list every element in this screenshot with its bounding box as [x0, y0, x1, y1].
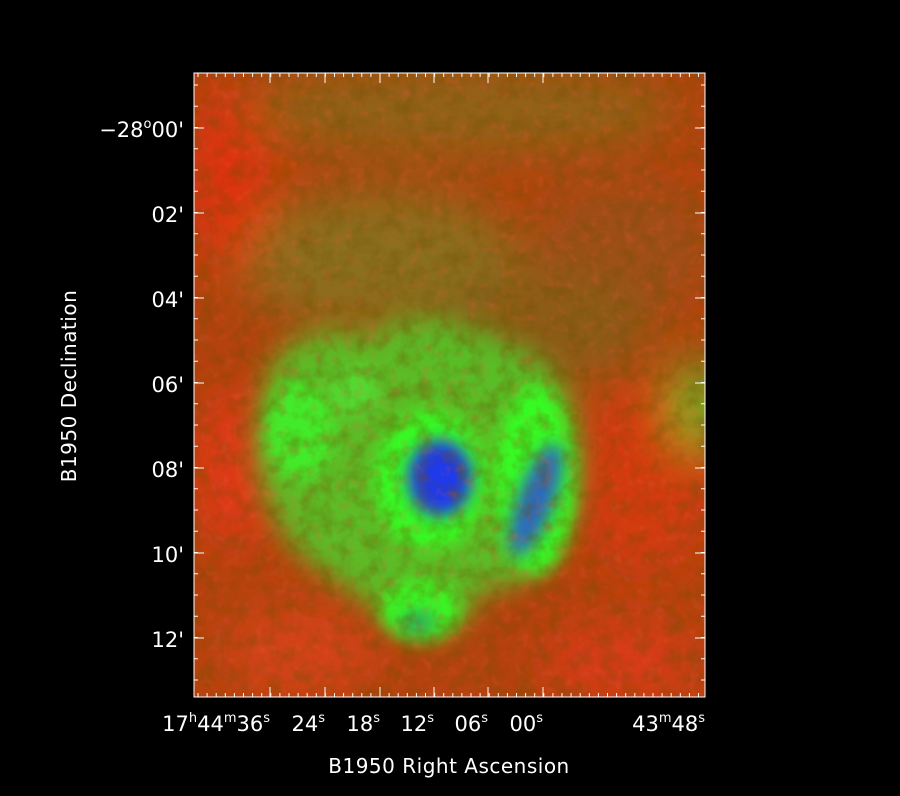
x-axis-title: B1950 Right Ascension: [328, 754, 569, 778]
ra-tick-12s: 12s: [400, 711, 434, 736]
dec-tick-04m: 04': [152, 288, 185, 312]
dec-tick-minus28d00m: −28o00': [99, 117, 184, 142]
dec-tick-06m: 06': [152, 373, 185, 397]
dec-tick-08m: 08': [152, 458, 185, 482]
dec-tick-02m: 02': [152, 203, 185, 227]
y-axis-title: B1950 Declination: [57, 290, 81, 483]
ra-tick-17h44m36s: 17h44m36s: [162, 711, 270, 736]
ra-tick-06s: 06s: [454, 711, 488, 736]
plot-frame: [193, 72, 706, 698]
emission-map: [194, 73, 705, 697]
frame-ticks: [194, 73, 706, 697]
ra-tick-24s: 24s: [291, 711, 325, 736]
ra-tick-18s: 18s: [346, 711, 380, 736]
dec-tick-12m: 12': [152, 628, 185, 652]
ra-tick-labels: 17h44m36s 24s 18s 12s 06s 00s 43m48s: [162, 711, 705, 736]
ra-tick-00s: 00s: [509, 711, 543, 736]
dec-tick-labels: −28o00' 02' 04' 06' 08' 10' 12': [99, 117, 184, 652]
ra-tick-43m48s: 43m48s: [632, 711, 705, 736]
dec-tick-10m: 10': [152, 543, 185, 567]
